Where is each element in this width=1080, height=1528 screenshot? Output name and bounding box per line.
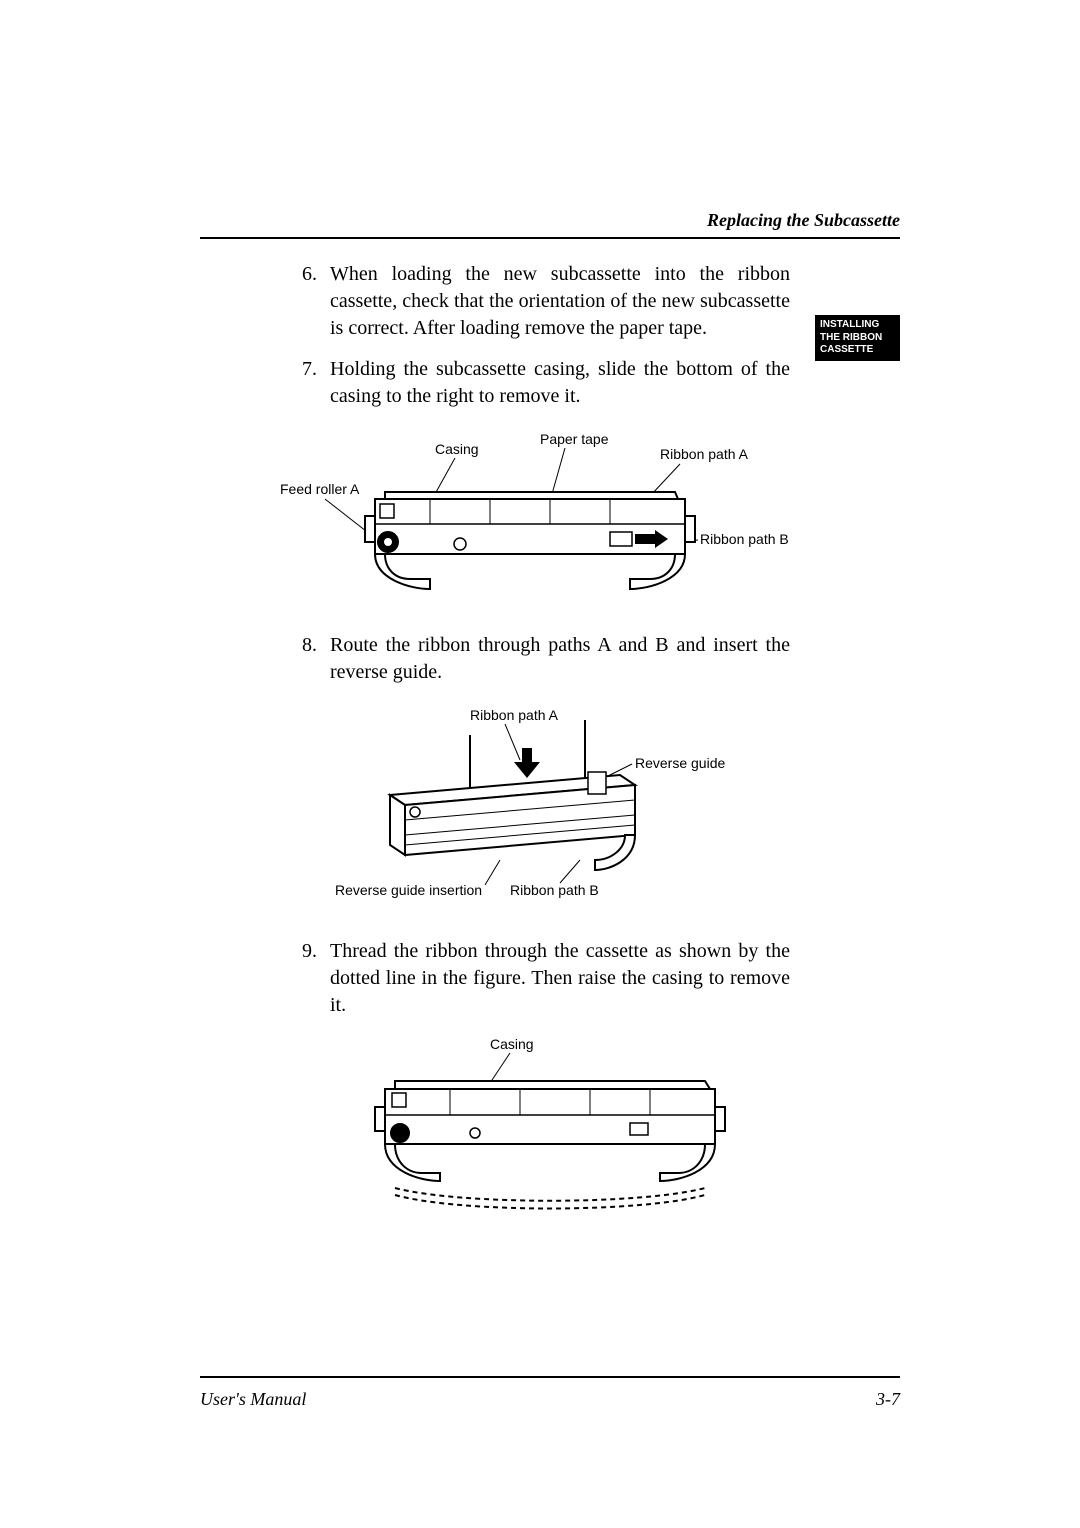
step-7: 7. Holding the subcassette casing, slide… (330, 356, 790, 410)
figure-2: Ribbon path A Reverse guide Reverse guid… (200, 700, 900, 920)
side-tab-line3: CASSETTE (820, 344, 895, 357)
fig1-label-feed-roller-a: Feed roller A (280, 481, 360, 497)
step-7-text: Holding the subcassette casing, slide th… (330, 358, 790, 407)
figure-1: Casing Paper tape Ribbon path A Feed rol… (200, 424, 900, 614)
fig1-label-ribbon-path-b: Ribbon path B (700, 531, 789, 547)
fig1-label-casing: Casing (435, 441, 479, 457)
fig2-label-ribbon-path-b: Ribbon path B (510, 882, 599, 898)
side-tab: INSTALLING THE RIBBON CASSETTE (815, 315, 900, 361)
step-8: 8. Route the ribbon through paths A and … (330, 632, 790, 686)
footer-rule (200, 1376, 900, 1378)
fig2-label-reverse-guide: Reverse guide (635, 755, 725, 771)
side-tab-line2: THE RIBBON (820, 332, 895, 345)
fig2-label-reverse-guide-insertion: Reverse guide insertion (335, 882, 482, 898)
step-9: 9. Thread the ribbon through the cassett… (330, 938, 790, 1019)
header-rule (200, 237, 900, 239)
step-8-text: Route the ribbon through paths A and B a… (330, 634, 790, 683)
steps-list: 6. When loading the new subcassette into… (200, 261, 900, 410)
section-title: Replacing the Subcassette (200, 210, 900, 231)
figure-3-svg: Casing (340, 1033, 760, 1223)
figure-3: Casing (200, 1033, 900, 1223)
fig1-label-ribbon-path-a: Ribbon path A (660, 446, 749, 462)
step-9-num: 9. (302, 938, 317, 965)
footer-right: 3-7 (876, 1389, 900, 1410)
footer-left: User's Manual (200, 1389, 306, 1410)
step-6-text: When loading the new subcassette into th… (330, 263, 790, 339)
step-6: 6. When loading the new subcassette into… (330, 261, 790, 342)
fig3-label-casing: Casing (490, 1036, 534, 1052)
fig1-label-paper-tape: Paper tape (540, 431, 609, 447)
manual-page: Replacing the Subcassette INSTALLING THE… (0, 0, 1080, 1528)
fig2-label-ribbon-path-a: Ribbon path A (470, 707, 559, 723)
step-7-num: 7. (302, 356, 317, 383)
step-6-num: 6. (302, 261, 317, 288)
steps-list-2: 8. Route the ribbon through paths A and … (200, 632, 900, 686)
side-tab-line1: INSTALLING (820, 319, 895, 332)
figure-1-svg: Casing Paper tape Ribbon path A Feed rol… (280, 424, 820, 614)
step-8-num: 8. (302, 632, 317, 659)
step-9-text: Thread the ribbon through the cassette a… (330, 940, 790, 1016)
steps-list-3: 9. Thread the ribbon through the cassett… (200, 938, 900, 1019)
figure-2-svg: Ribbon path A Reverse guide Reverse guid… (290, 700, 810, 920)
